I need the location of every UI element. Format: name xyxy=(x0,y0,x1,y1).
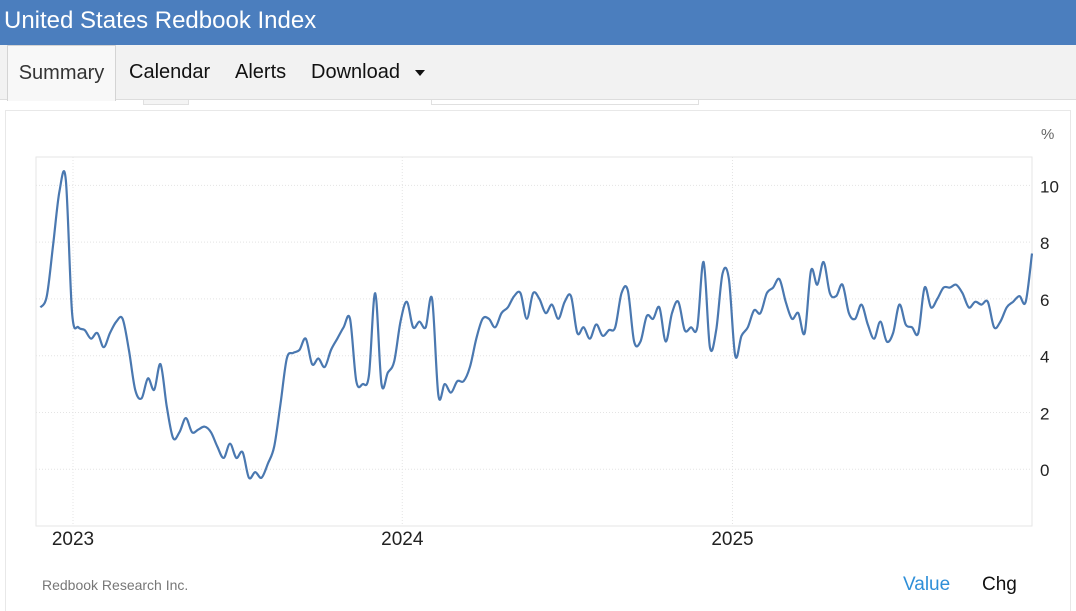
x-tick-label: 2023 xyxy=(52,529,94,550)
tab-calendar-label: Calendar xyxy=(129,61,211,83)
series-line xyxy=(39,170,1034,480)
tab-bar: Summary Calendar Alerts Download xyxy=(0,45,1076,101)
y-tick-label: 8 xyxy=(1040,234,1049,253)
tab-calendar[interactable]: Calendar xyxy=(129,45,210,100)
value-button[interactable]: Value xyxy=(903,574,951,595)
unit-label: % xyxy=(1041,126,1054,143)
y-tick-label: 0 xyxy=(1040,461,1049,480)
search-strip xyxy=(431,100,699,105)
y-tick-label: 4 xyxy=(1040,348,1049,367)
y-tick-label: 2 xyxy=(1040,404,1049,423)
x-tick-label: 2025 xyxy=(711,529,753,550)
tab-download-label: Download xyxy=(311,61,400,83)
y-tick-label: 10 xyxy=(1040,177,1059,196)
source-label: Redbook Research Inc. xyxy=(42,577,189,593)
tab-download[interactable]: Download xyxy=(311,45,425,100)
chg-button[interactable]: Chg xyxy=(982,574,1017,595)
chart-panel xyxy=(5,110,1071,611)
plot-frame xyxy=(35,156,1033,527)
tab-underline-strip xyxy=(143,100,189,105)
tab-alerts[interactable]: Alerts xyxy=(235,45,286,100)
tab-summary[interactable]: Summary xyxy=(7,45,116,101)
tab-summary-label: Summary xyxy=(18,62,105,84)
x-tick-label: 2024 xyxy=(381,529,424,550)
y-tick-label: 6 xyxy=(1040,291,1049,310)
caret-down-icon xyxy=(414,69,425,76)
page-title: United States Redbook Index xyxy=(0,0,1076,45)
tab-alerts-label: Alerts xyxy=(235,61,287,83)
